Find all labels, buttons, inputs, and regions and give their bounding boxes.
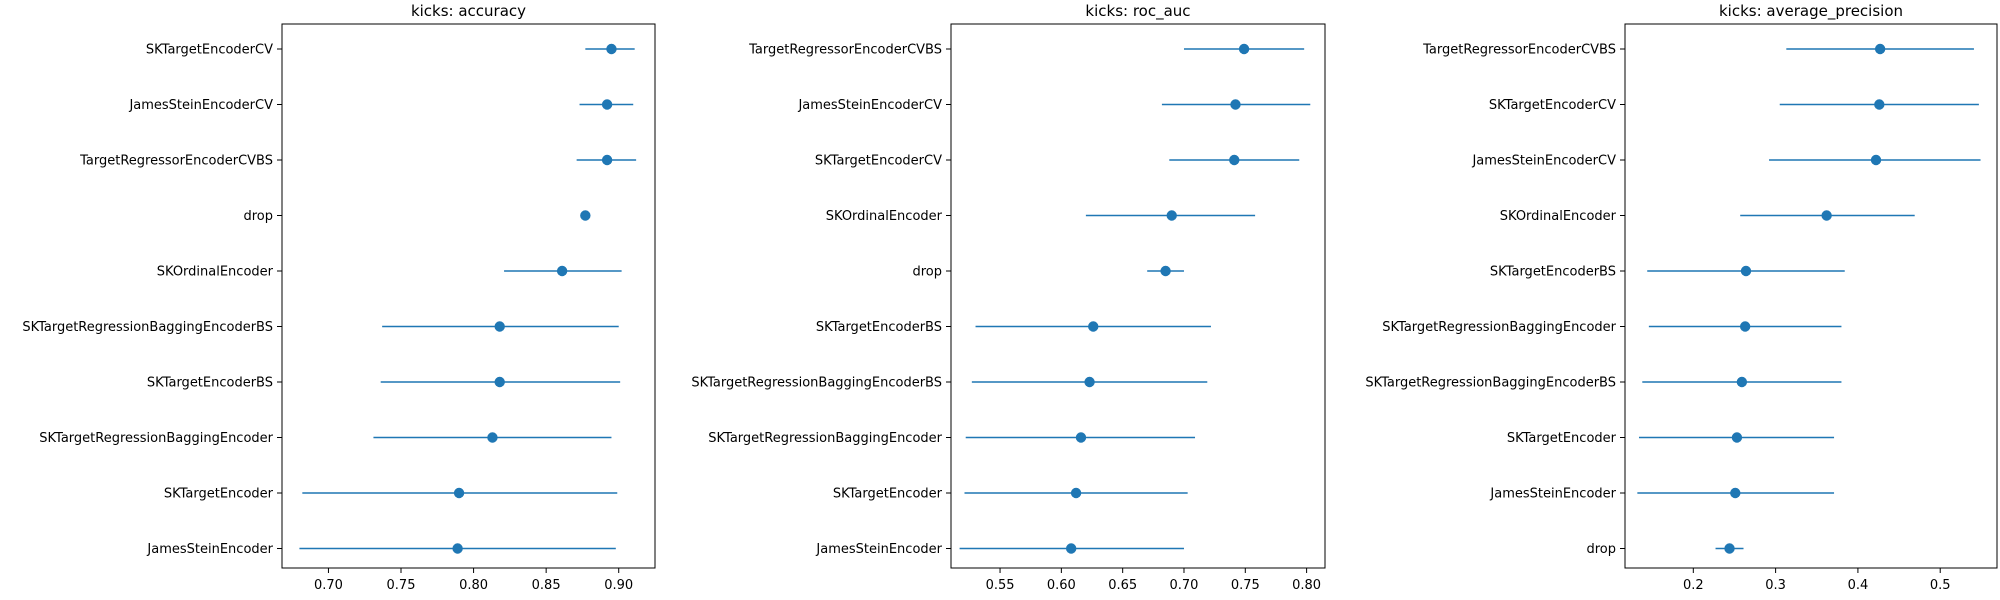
data-point [1160,265,1171,277]
y-tick-label: SKTargetRegressionBaggingEncoderBS [1365,376,1616,391]
axes-frame [281,23,656,569]
y-tick-label: drop [1586,542,1616,557]
x-tick-label: 0.85 [532,578,561,593]
y-tick-label: SKOrdinalEncoder [157,265,274,280]
data-point [1870,154,1882,166]
axes-frame [950,23,1326,569]
data-point [1166,210,1177,221]
data-point [1065,543,1077,554]
data-point [1730,487,1741,499]
y-tick-label: SKTargetRegressionBaggingEncoder [708,431,942,446]
data-point [1075,432,1087,443]
data-point [452,543,463,554]
x-tick-label: 0.5 [1930,578,1951,593]
x-tick-label: 0.90 [604,578,633,593]
x-tick-label: 0.2 [1683,578,1704,593]
x-tick-label: 0.75 [387,578,416,593]
data-point [1724,543,1735,554]
x-tick-label: 0.75 [1231,578,1260,593]
data-point [601,154,613,166]
plot-title: kicks: accuracy [411,2,526,20]
y-tick-label: TargetRegressorEncoderCVBS [1422,43,1616,58]
data-point [453,487,465,499]
y-tick-label: SKTargetEncoder [833,487,943,502]
plot-title: kicks: roc_auc [1085,2,1190,21]
y-tick-label: SKTargetEncoderBS [1490,265,1616,280]
data-point [1739,321,1751,332]
y-tick-label: SKTargetEncoder [1507,431,1617,446]
data-point [1740,265,1752,277]
data-point [606,43,617,55]
x-tick-label: 0.4 [1848,578,1869,593]
data-point [1084,376,1095,388]
x-tick-label: 0.80 [1292,578,1321,593]
y-tick-label: JamesSteinEncoder [815,542,942,557]
data-point [494,321,505,332]
y-tick-label: JamesSteinEncoderCV [128,98,273,113]
x-tick-label: 0.80 [459,578,488,593]
data-point [1070,487,1082,499]
data-point [487,432,498,443]
y-tick-label: SKOrdinalEncoder [826,209,943,224]
x-tick-label: 0.65 [1108,578,1137,593]
y-tick-label: JamesSteinEncoder [146,542,273,557]
data-point [1229,154,1240,166]
y-tick-label: drop [912,265,942,280]
x-tick-label: 0.70 [1170,578,1199,593]
data-point [601,99,613,110]
data-point [1238,43,1250,55]
subplot-2: kicks: roc_auc 0.55 0.60 0.65 0.70 0.75 0.80 Ta… [691,2,1326,593]
data-point [1230,99,1241,110]
y-tick-label: SKTargetRegressionBaggingEncoderBS [22,320,273,335]
y-tick-label: SKTargetRegressionBaggingEncoder [39,431,273,446]
y-tick-label: JamesSteinEncoderCV [797,98,942,113]
y-tick-label: SKTargetRegressionBaggingEncoderBS [691,376,942,391]
y-tick-label: SKTargetEncoderCV [146,43,273,58]
data-point [580,210,591,221]
y-tick-label: SKTargetRegressionBaggingEncoder [1382,320,1616,335]
y-tick-label: SKTargetEncoder [164,487,274,502]
data-point [1874,99,1885,110]
data-point [1821,210,1832,221]
y-tick-label: drop [243,209,273,224]
subplot-1: kicks: accuracy 0.70 0.75 0.80 0.85 0.90 SKTar… [22,2,656,593]
y-tick-label: SKTargetEncoderBS [147,376,273,391]
subplot-3: kicks: average_precision 0.2 0.3 0.4 0.5 Targ… [1365,2,1998,593]
data-point [494,376,505,388]
data-point [1736,376,1748,388]
y-tick-label: SKTargetEncoderCV [1489,98,1616,113]
y-tick-label: TargetRegressorEncoderCVBS [79,154,273,169]
x-tick-label: 0.60 [1047,578,1076,593]
x-tick-label: 0.55 [986,578,1015,593]
y-tick-label: SKOrdinalEncoder [1500,209,1617,224]
data-point [1874,43,1886,55]
y-tick-label: SKTargetEncoderCV [815,154,942,169]
data-point [556,265,568,277]
y-tick-label: TargetRegressorEncoderCVBS [748,43,942,58]
x-tick-label: 0.70 [314,578,343,593]
y-tick-label: SKTargetEncoderBS [816,320,942,335]
y-tick-label: JamesSteinEncoderCV [1471,154,1616,169]
x-tick-label: 0.3 [1765,578,1786,593]
data-point [1088,321,1099,332]
axes-frame [1624,23,1998,569]
data-point [1731,432,1743,443]
plot-title: kicks: average_precision [1719,2,1903,21]
y-tick-label: JamesSteinEncoder [1489,487,1616,502]
